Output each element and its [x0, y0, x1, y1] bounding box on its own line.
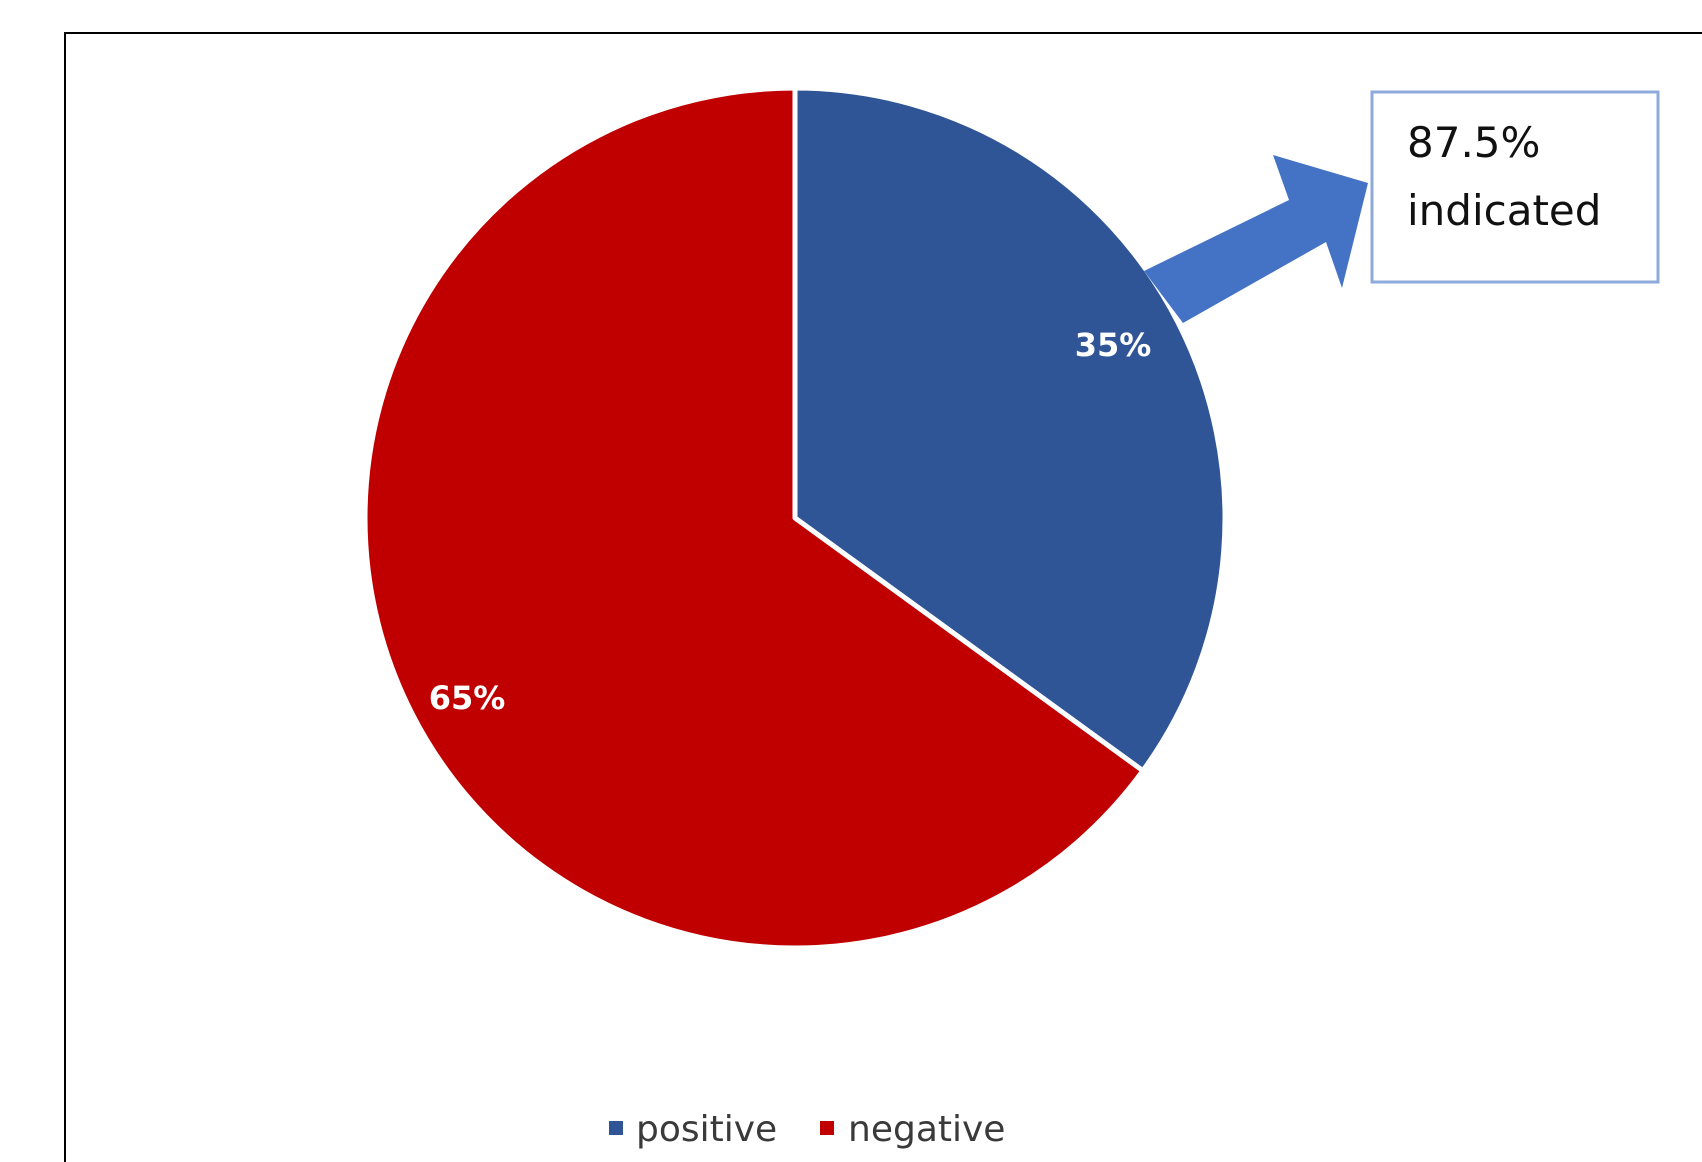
pie-slice-positive [792, 85, 1228, 774]
legend: positive negative [609, 1109, 1005, 1150]
legend-swatch-positive [609, 1121, 623, 1135]
legend-swatch-negative [820, 1121, 834, 1135]
callout-arrow [1144, 155, 1368, 323]
legend-label-negative: negative [848, 1109, 1005, 1150]
data-label-negative: 65% [429, 679, 506, 717]
callout-value: 87.5% [1407, 118, 1540, 167]
callout-caption: indicated [1407, 186, 1601, 235]
data-label-positive: 35% [1075, 326, 1152, 364]
legend-label-positive: positive [636, 1109, 777, 1150]
callout-box [1370, 90, 1660, 284]
pie-slice-negative [362, 85, 1146, 951]
pie-slices [362, 85, 1228, 951]
